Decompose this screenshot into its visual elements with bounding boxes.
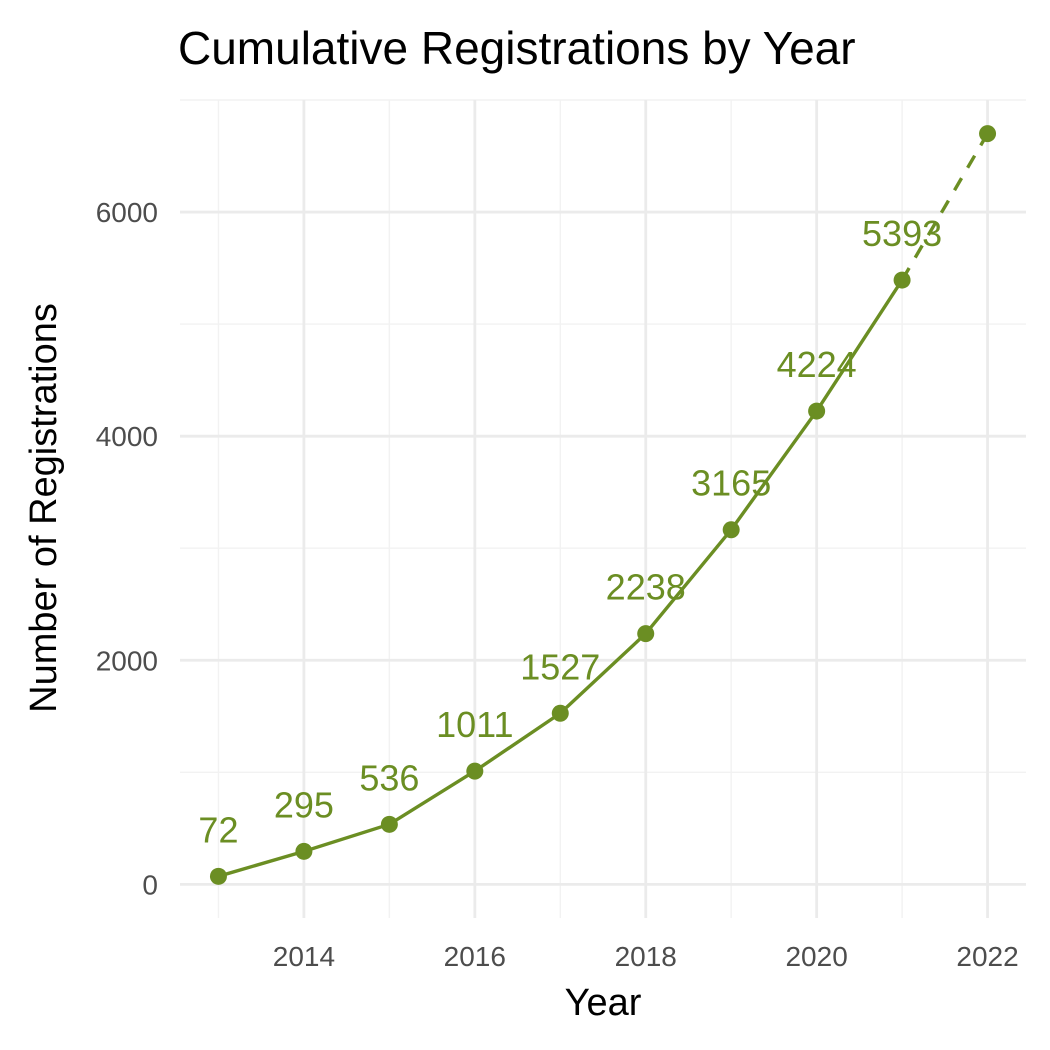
data-label: 72 bbox=[198, 809, 238, 850]
x-tick-label: 2022 bbox=[956, 941, 1018, 972]
data-point bbox=[637, 625, 655, 643]
projection-line bbox=[900, 132, 990, 281]
data-point bbox=[295, 842, 313, 860]
y-tick-label: 2000 bbox=[96, 645, 158, 676]
x-axis-title: Year bbox=[565, 982, 642, 1024]
x-tick-label: 2018 bbox=[615, 941, 677, 972]
data-point bbox=[380, 815, 398, 833]
data-point bbox=[808, 402, 826, 420]
y-tick-label: 6000 bbox=[96, 197, 158, 228]
data-label: 2238 bbox=[606, 567, 686, 608]
data-label: 1527 bbox=[520, 646, 600, 687]
data-point bbox=[209, 867, 227, 885]
chart-title: Cumulative Registrations by Year bbox=[178, 22, 856, 74]
data-points bbox=[209, 125, 997, 885]
data-label: 3165 bbox=[691, 463, 771, 504]
data-point bbox=[722, 521, 740, 539]
data-label: 536 bbox=[359, 757, 419, 798]
data-point bbox=[979, 125, 997, 143]
y-tick-label: 0 bbox=[142, 869, 158, 900]
data-point bbox=[466, 762, 484, 780]
tick-labels: 2014 2016 2018 2020 2022 0 2000 4000 6000 bbox=[96, 197, 1019, 972]
data-label: 295 bbox=[274, 784, 334, 825]
y-axis-title: Number of Registrations bbox=[23, 303, 65, 713]
x-tick-label: 2014 bbox=[273, 941, 335, 972]
x-tick-label: 2016 bbox=[444, 941, 506, 972]
data-label: 4224 bbox=[777, 344, 857, 385]
data-point bbox=[551, 704, 569, 722]
y-tick-label: 4000 bbox=[96, 421, 158, 452]
x-tick-label: 2020 bbox=[785, 941, 847, 972]
grid bbox=[180, 99, 1026, 918]
data-label: 1011 bbox=[436, 704, 513, 745]
data-point bbox=[893, 271, 911, 289]
data-label: 5393 bbox=[862, 213, 942, 254]
